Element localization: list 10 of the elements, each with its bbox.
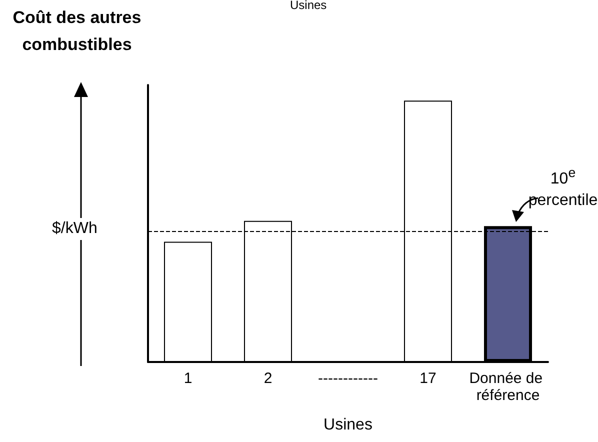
x-tick-label: 2 [264,370,272,387]
x-tick-label: 17 [420,370,436,387]
text: $/kWh [52,218,98,240]
text: Usines [290,0,327,12]
x-axis-title: Usines [324,416,372,434]
x-tick-label: 1 [184,370,192,387]
annotation: 10$^{e}$ percentile [528,164,598,212]
x-tick-label: ------------ [318,370,378,387]
y-axis-title: Coût des autres combustibles [12,7,142,56]
x-tick-label: Donnée de référence [469,370,547,404]
